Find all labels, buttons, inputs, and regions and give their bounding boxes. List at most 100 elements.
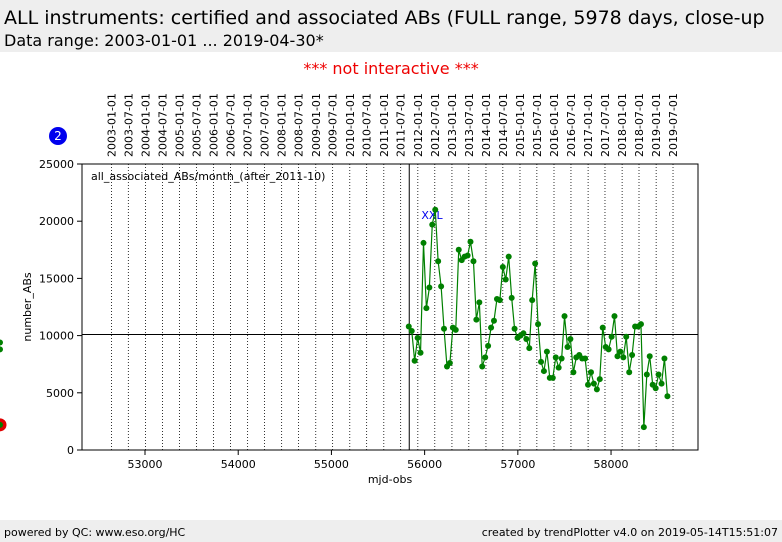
point	[526, 345, 533, 352]
point	[0, 346, 3, 353]
date-tick-label: 2008-07-01	[293, 93, 306, 157]
point	[435, 258, 442, 265]
date-tick-label: 2004-01-01	[139, 93, 152, 157]
page-subtitle: Data range: 2003-01-01 ... 2019-04-30*	[4, 31, 324, 50]
point	[505, 253, 512, 260]
point	[420, 239, 427, 246]
x-tick-label: 55000	[314, 458, 349, 471]
point	[529, 297, 536, 304]
point	[405, 323, 412, 330]
point	[414, 334, 421, 341]
point	[626, 369, 633, 376]
x-tick-label: 56000	[407, 458, 442, 471]
date-tick-label: 2013-01-01	[446, 93, 459, 157]
point	[617, 348, 624, 355]
notice: *** not interactive ***	[303, 59, 478, 78]
point	[446, 360, 453, 367]
point	[441, 325, 448, 332]
date-tick-label: 2006-01-01	[208, 93, 221, 157]
point	[552, 354, 559, 361]
point	[508, 294, 515, 301]
date-tick-label: 2008-01-01	[276, 93, 289, 157]
x-tick-label: 58000	[594, 458, 629, 471]
x-tick-label: 54000	[221, 458, 256, 471]
point	[520, 330, 527, 337]
point	[455, 246, 462, 253]
point	[432, 206, 439, 213]
date-tick-label: 2009-07-01	[327, 93, 340, 157]
point	[558, 355, 565, 362]
point	[473, 316, 480, 323]
point	[408, 328, 415, 335]
point	[561, 313, 568, 320]
point	[511, 325, 518, 332]
point	[0, 421, 3, 428]
badge: 2	[54, 129, 62, 143]
date-tick-label: 2003-01-01	[105, 93, 118, 157]
date-tick-label: 2009-01-01	[310, 93, 323, 157]
point	[426, 284, 433, 291]
date-tick-label: 2006-07-01	[224, 93, 237, 157]
point	[540, 368, 547, 375]
date-tick-label: 2005-01-01	[174, 93, 187, 157]
point	[637, 321, 644, 328]
date-tick-label: 2017-07-01	[599, 93, 612, 157]
point	[646, 353, 653, 360]
date-tick-label: 2013-07-01	[463, 93, 476, 157]
footer-left: powered by QC: www.eso.org/HC	[4, 526, 186, 539]
point	[643, 371, 650, 378]
date-tick-label: 2004-07-01	[156, 93, 169, 157]
date-tick-label: 2018-01-01	[616, 93, 629, 157]
point	[585, 381, 592, 388]
date-tick-label: 2010-01-01	[344, 93, 357, 157]
point	[0, 339, 3, 346]
x-tick-label: 53000	[128, 458, 163, 471]
y-axis-label: number_ABs	[21, 272, 34, 342]
point	[499, 263, 506, 270]
point	[652, 385, 659, 392]
point	[629, 352, 636, 359]
point	[429, 221, 436, 228]
point	[538, 358, 545, 365]
point	[411, 357, 418, 364]
point	[496, 297, 503, 304]
point	[488, 324, 495, 331]
point	[543, 348, 550, 355]
point	[549, 374, 556, 381]
point	[490, 317, 497, 324]
page-title: ALL instruments: certified and associate…	[4, 7, 765, 29]
date-tick-label: 2003-07-01	[122, 93, 135, 157]
point	[655, 371, 662, 378]
date-tick-label: 2011-01-01	[378, 93, 391, 157]
point	[423, 305, 430, 312]
point	[620, 354, 627, 361]
point	[502, 276, 509, 283]
date-tick-label: 2018-07-01	[633, 93, 646, 157]
date-tick-label: 2019-07-01	[667, 93, 680, 157]
point	[467, 238, 474, 245]
highlight-ring	[0, 418, 7, 432]
date-tick-label: 2012-07-01	[429, 93, 442, 157]
point	[470, 258, 477, 265]
date-tick-label: 2015-07-01	[531, 93, 544, 157]
y-tick-label: 25000	[39, 158, 74, 171]
point	[523, 336, 530, 343]
point	[640, 424, 647, 431]
point	[570, 369, 577, 376]
point	[614, 353, 621, 360]
date-tick-label: 2005-07-01	[190, 93, 203, 157]
badge-circle	[49, 127, 67, 145]
point	[479, 363, 486, 370]
y-tick-label: 10000	[39, 330, 74, 343]
x-axis-label: mjd-obs	[368, 473, 413, 486]
point	[664, 393, 671, 400]
date-tick-label: 2012-01-01	[412, 93, 425, 157]
point	[532, 260, 539, 267]
point	[605, 346, 612, 353]
point	[555, 364, 562, 371]
point	[476, 299, 483, 306]
y-tick-label: 15000	[39, 272, 74, 285]
y-tick-label: 20000	[39, 215, 74, 228]
date-tick-label: 2014-07-01	[497, 93, 510, 157]
